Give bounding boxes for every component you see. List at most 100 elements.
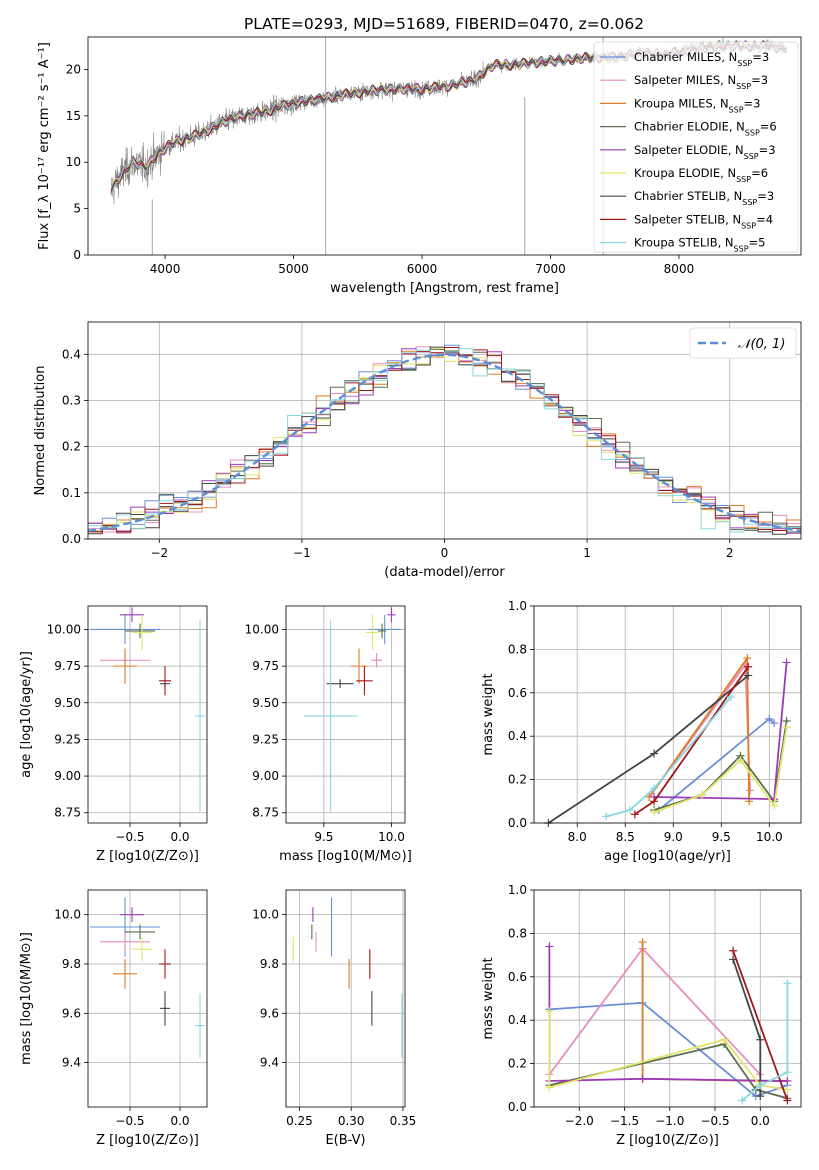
weight-marker-5 bbox=[545, 942, 554, 951]
weight-line-9 bbox=[741, 983, 789, 1102]
weight-marker-6 bbox=[783, 1085, 792, 1094]
weight-vs-age-panel: 8.0 8.5 9.0 9.5 10.0 0.0 0.2 0.4 0.6 0.8 1.0 age [l… bbox=[481, 599, 802, 864]
y-axis-label: age [log10(age/yr)] bbox=[19, 651, 34, 778]
y-tick-label: 9.6 bbox=[62, 1006, 81, 1020]
weight-line-7 bbox=[547, 674, 749, 823]
x-tick-label: 10.0 bbox=[756, 830, 783, 844]
spectrum-legend: Chabrier MILES, NSSP=3 Salpeter MILES, NS… bbox=[593, 41, 799, 254]
x-tick-label: 9.5 bbox=[314, 830, 333, 844]
legend-subscript: SSP bbox=[729, 105, 744, 114]
figure-title: PLATE=0293, MJD=51689, FIBERID=0470, z=0… bbox=[244, 15, 644, 33]
y-tick-label: 9.00 bbox=[54, 769, 81, 783]
y-tick-label: 5 bbox=[73, 202, 81, 216]
y-tick-label: 0.6 bbox=[508, 686, 527, 700]
y-tick-label: 8.75 bbox=[54, 806, 81, 820]
legend-entry-9: Kroupa STELIB, NSSP=5 bbox=[634, 236, 765, 254]
weight-marker-7 bbox=[650, 749, 659, 758]
weight-marker-2 bbox=[746, 786, 755, 795]
y-axis-label: Normed distribution bbox=[33, 366, 48, 496]
y-axis-label: mass weight bbox=[481, 957, 496, 1039]
weight-marker-9 bbox=[783, 979, 792, 988]
axes-frame bbox=[87, 889, 208, 1108]
y-tick-label: 0.0 bbox=[508, 1100, 527, 1114]
x-axis-label: age [log10(age/yr)] bbox=[604, 849, 731, 864]
x-tick-label: 9.5 bbox=[712, 830, 731, 844]
x-axis-label: Z [log10(Z/Z⊙)] bbox=[96, 1133, 199, 1148]
weight-marker-9 bbox=[783, 1068, 792, 1077]
mass-vs-metallicity-panel: −0.5 0.0 9.4 9.6 9.8 10.0 Z [log10(Z/Z⊙)] mass … bbox=[19, 889, 208, 1148]
residual-step-9 bbox=[88, 348, 801, 533]
axes-frame bbox=[533, 889, 802, 1108]
y-tick-label: 1.0 bbox=[508, 599, 527, 613]
age-vs-metallicity-panel: −0.5 0.0 8.75 9.00 9.25 9.50 9.75 10.00 Z [log10… bbox=[19, 605, 208, 864]
legend-n-value: =5 bbox=[749, 236, 766, 250]
y-tick-label: 10.0 bbox=[252, 908, 279, 922]
weight-marker-9 bbox=[626, 805, 635, 814]
x-tick-label: 1 bbox=[583, 546, 591, 560]
x-axis-label: Z [log10(Z/Z⊙)] bbox=[96, 849, 199, 864]
y-tick-label: 0.0 bbox=[62, 532, 81, 546]
weight-marker-6 bbox=[650, 808, 659, 817]
legend-entry-2: Salpeter MILES, NSSP=3 bbox=[634, 73, 768, 91]
y-tick-label: 9.25 bbox=[252, 732, 279, 746]
residual-histogram-panel: −2 −1 0 1 2 0.0 0.1 0.2 0.3 0.4 (data-model)/error… bbox=[33, 321, 802, 580]
weight-marker-8 bbox=[744, 662, 753, 671]
normal-curve bbox=[88, 353, 801, 533]
weight-line-9 bbox=[605, 696, 732, 818]
weight-marker-6 bbox=[698, 790, 707, 799]
x-axis-label: E(B-V) bbox=[325, 1133, 365, 1148]
hist-legend-label: 𝒩(0, 1) bbox=[738, 337, 785, 352]
axes-frame bbox=[285, 889, 406, 1108]
spectrum-panel: 4000 5000 6000 7000 8000 0 5 10 15 20 wavelength [… bbox=[37, 36, 802, 296]
y-tick-label: 9.50 bbox=[252, 696, 279, 710]
weight-marker-8 bbox=[650, 797, 659, 806]
x-tick-label: −1 bbox=[293, 546, 311, 560]
axes-frame bbox=[285, 605, 406, 824]
legend-entry-7: Chabrier STELIB, NSSP=3 bbox=[634, 189, 774, 207]
residual-step-6 bbox=[88, 348, 801, 531]
legend-subscript: SSP bbox=[736, 82, 751, 91]
legend-subscript: SSP bbox=[737, 59, 752, 68]
legend-entry-6: Kroupa ELODIE, NSSP=6 bbox=[634, 166, 768, 184]
x-axis-label: wavelength [Angstrom, rest frame] bbox=[330, 281, 559, 296]
weight-marker-7 bbox=[756, 1035, 765, 1044]
y-tick-label: 8.75 bbox=[252, 806, 279, 820]
legend-entry-8: Salpeter STELIB, NSSP=4 bbox=[634, 212, 773, 230]
legend-n-value: =6 bbox=[760, 120, 777, 134]
y-axis-label: Flux [f_λ 10⁻¹⁷ erg cm⁻² s⁻¹ A⁻¹] bbox=[37, 42, 52, 250]
y-tick-label: 0.2 bbox=[508, 773, 527, 787]
y-tick-label: 0.3 bbox=[62, 393, 81, 407]
weight-marker-6 bbox=[720, 1035, 729, 1044]
legend-n-value: =3 bbox=[757, 189, 774, 203]
legend-n-value: =3 bbox=[744, 96, 761, 110]
y-tick-label: 9.8 bbox=[260, 957, 279, 971]
weight-marker-9 bbox=[738, 1096, 747, 1105]
x-tick-label: 9.0 bbox=[664, 830, 683, 844]
weight-marker-6 bbox=[545, 1083, 554, 1092]
x-tick-label: 0.25 bbox=[286, 1114, 313, 1128]
x-tick-label: 7000 bbox=[535, 262, 566, 276]
y-tick-label: 10.00 bbox=[245, 622, 279, 636]
x-axis-label: mass [log10(M/M⊙)] bbox=[279, 849, 412, 864]
weight-marker-9 bbox=[726, 693, 735, 702]
x-tick-label: 2 bbox=[726, 546, 734, 560]
weight-marker-7 bbox=[756, 1092, 765, 1101]
legend-n-value: =3 bbox=[759, 143, 776, 157]
y-tick-label: 0.4 bbox=[62, 347, 81, 361]
x-tick-label: −2 bbox=[150, 546, 168, 560]
y-axis-label: mass [log10(M/M⊙)] bbox=[19, 932, 34, 1065]
weight-marker-9 bbox=[650, 784, 659, 793]
y-tick-label: 0 bbox=[73, 248, 81, 262]
x-axis-label: (data-model)/error bbox=[384, 565, 505, 580]
x-tick-label: −2.0 bbox=[565, 1114, 594, 1128]
x-tick-label: 0.0 bbox=[170, 830, 189, 844]
y-tick-label: 9.75 bbox=[54, 659, 81, 673]
weight-marker-6 bbox=[736, 756, 745, 765]
legend-n-value: =6 bbox=[751, 166, 768, 180]
y-tick-label: 9.4 bbox=[260, 1056, 279, 1070]
y-tick-label: 9.00 bbox=[252, 769, 279, 783]
weight-marker-8 bbox=[729, 946, 738, 955]
y-tick-label: 0.0 bbox=[508, 816, 527, 830]
y-tick-label: 10 bbox=[66, 155, 81, 169]
axes-frame bbox=[533, 605, 802, 824]
